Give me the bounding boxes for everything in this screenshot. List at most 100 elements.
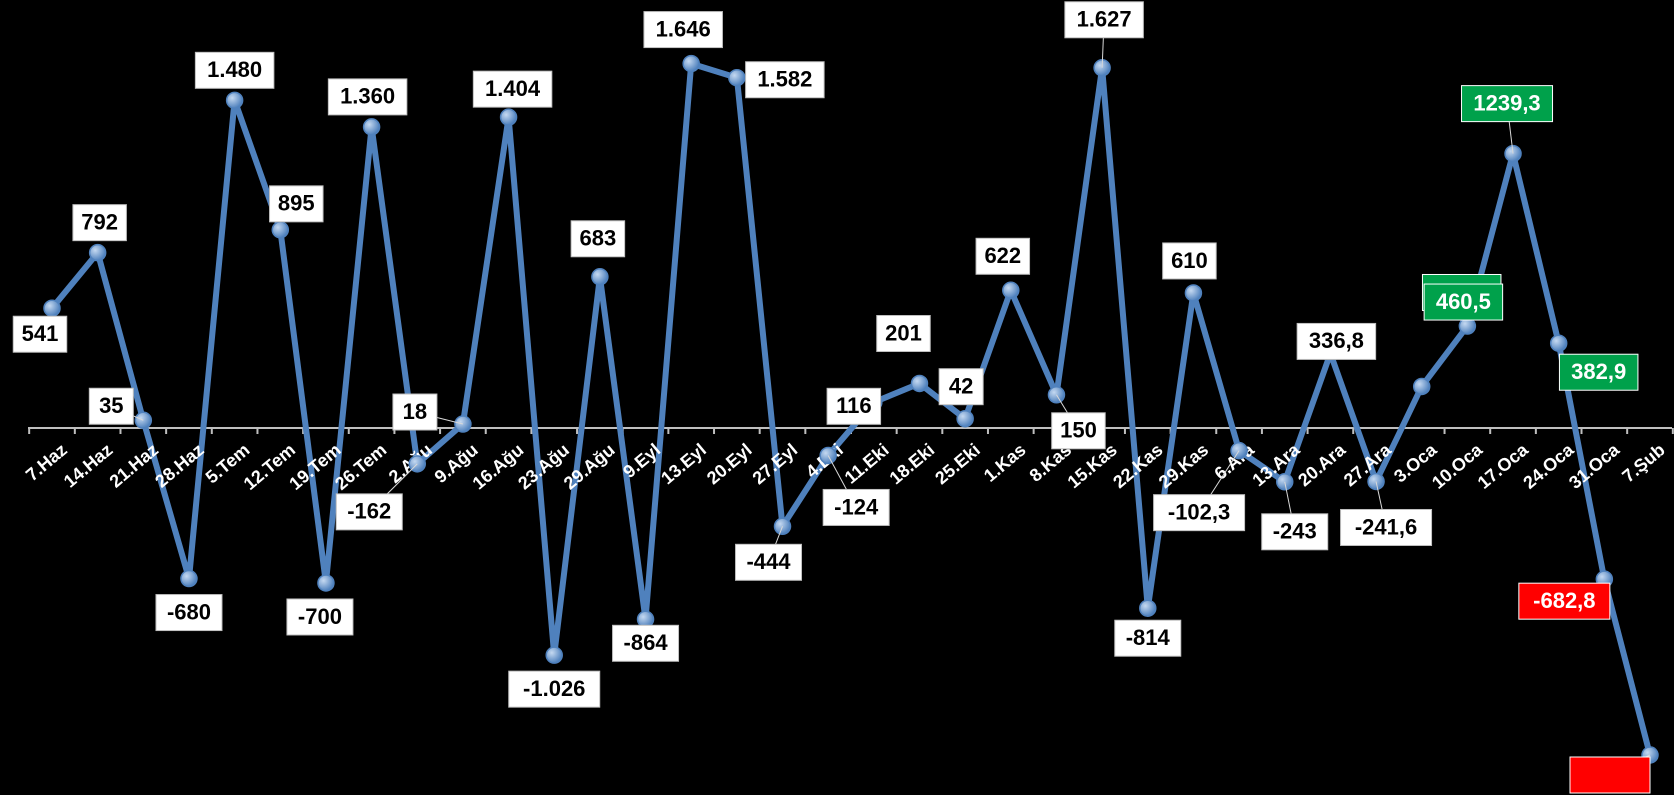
data-label-box xyxy=(286,598,354,636)
data-label: 382,9 xyxy=(1571,359,1626,384)
data-label: -814 xyxy=(1126,625,1171,650)
data-point xyxy=(362,118,381,136)
data-point xyxy=(1412,377,1431,396)
data-label-box xyxy=(1261,513,1329,551)
data-label-box xyxy=(1423,283,1504,321)
data-label: -680 xyxy=(167,599,211,624)
data-label-box xyxy=(745,61,825,99)
data-point xyxy=(88,243,107,262)
data-label: 1239,3 xyxy=(1473,90,1540,115)
x-tick-label: 13.Eyl xyxy=(657,440,710,489)
data-label-box xyxy=(1051,412,1106,450)
x-tick-label: 23.Ağu xyxy=(514,440,573,494)
data-label-box xyxy=(335,493,403,531)
data-label-box xyxy=(938,368,984,406)
data-label-box xyxy=(1569,756,1651,794)
data-label: 541 xyxy=(22,321,59,346)
data-point xyxy=(1139,599,1157,617)
data-label: 610 xyxy=(1171,248,1208,273)
data-label: -700 xyxy=(298,604,342,629)
data-label-box xyxy=(327,78,408,116)
x-tick-label: 25.Eki xyxy=(931,440,984,489)
data-point xyxy=(956,409,974,428)
data-label: -864 xyxy=(624,630,669,655)
x-tick-labels: 7.Haz14.Haz21.Haz28.Haz5.Tem12.Tem19.Tem… xyxy=(22,439,1669,494)
data-label: -241,6 xyxy=(1355,514,1417,539)
data-label-box xyxy=(1064,1,1144,39)
x-tick-label: 20.Ara xyxy=(1294,439,1350,490)
x-tick-label: 29.Ağu xyxy=(560,440,619,494)
data-label-box xyxy=(826,387,882,425)
data-label: 116 xyxy=(836,393,872,418)
data-point xyxy=(499,108,518,126)
data-label-box xyxy=(1296,322,1377,360)
data-label: -444 xyxy=(746,549,791,574)
data-label: 622 xyxy=(984,243,1021,268)
data-point xyxy=(728,68,746,87)
x-tick-label: 7.Şub xyxy=(1618,440,1668,487)
data-label-box xyxy=(570,220,626,258)
data-label-box xyxy=(975,237,1031,275)
data-label: 1.646 xyxy=(656,16,711,41)
data-label-box xyxy=(735,543,803,581)
data-label-box xyxy=(1162,242,1217,280)
data-label: 201 xyxy=(885,320,922,345)
data-label-box xyxy=(269,185,324,223)
data-label-box xyxy=(1340,508,1433,546)
x-tick-label: 16.Ağu xyxy=(469,440,528,494)
x-tick-label: 20.Eyl xyxy=(703,440,756,489)
data-label-box xyxy=(1558,353,1639,391)
x-tick-label: 10.Oca xyxy=(1428,439,1487,493)
data-point xyxy=(910,374,929,393)
data-label-box xyxy=(643,11,723,49)
x-tick-label: 29.Kas xyxy=(1155,440,1212,493)
data-label: 150 xyxy=(1060,418,1097,443)
data-point xyxy=(545,646,563,664)
data-label: 1.360 xyxy=(340,84,395,109)
data-label: -124 xyxy=(834,494,879,519)
data-point xyxy=(1549,334,1568,352)
data-point xyxy=(43,299,61,317)
data-label-box xyxy=(1114,619,1182,657)
data-label: 336,8 xyxy=(1309,328,1364,353)
data-label-box xyxy=(392,393,438,431)
data-label-box xyxy=(12,315,68,353)
data-point xyxy=(1184,284,1203,302)
data-label: 1.404 xyxy=(485,76,541,101)
data-label: 895 xyxy=(278,191,315,216)
data-point xyxy=(317,574,335,592)
data-point xyxy=(180,569,198,588)
data-label: -162 xyxy=(347,499,391,524)
data-label: -102,3 xyxy=(1168,499,1230,524)
data-label: -1.026 xyxy=(523,676,585,701)
data-label: 42 xyxy=(949,374,973,399)
x-tick-label: 18.Eki xyxy=(886,440,939,489)
series-line xyxy=(49,60,1653,756)
data-point xyxy=(1002,281,1020,300)
data-label-box xyxy=(88,387,134,425)
x-tick-label: 11.Eki xyxy=(841,440,893,488)
data-point xyxy=(591,268,609,286)
data-label: 1.582 xyxy=(757,67,812,92)
data-label: -243 xyxy=(1273,519,1317,544)
data-label: -682,8 xyxy=(1533,588,1595,613)
data-label: 683 xyxy=(580,226,617,251)
x-tick-label: 24.Oca xyxy=(1519,439,1578,493)
data-label: 460,5 xyxy=(1436,289,1491,314)
data-label-box xyxy=(612,624,680,662)
data-label-box xyxy=(1153,494,1246,532)
x-tick-label: 31.Oca xyxy=(1565,439,1624,493)
x-tick-label: 1.Kas xyxy=(980,440,1030,486)
data-label: 792 xyxy=(81,209,118,234)
data-label: 1.627 xyxy=(1077,7,1132,32)
x-tick-label: 17.Oca xyxy=(1474,439,1533,493)
data-label-box xyxy=(194,51,275,89)
x-tick-label: 14.Haz xyxy=(60,440,117,492)
data-label-box xyxy=(822,488,890,526)
data-label-box xyxy=(155,594,223,632)
data-label-box xyxy=(508,670,601,708)
data-label-box xyxy=(472,70,553,108)
data-point xyxy=(682,54,700,73)
